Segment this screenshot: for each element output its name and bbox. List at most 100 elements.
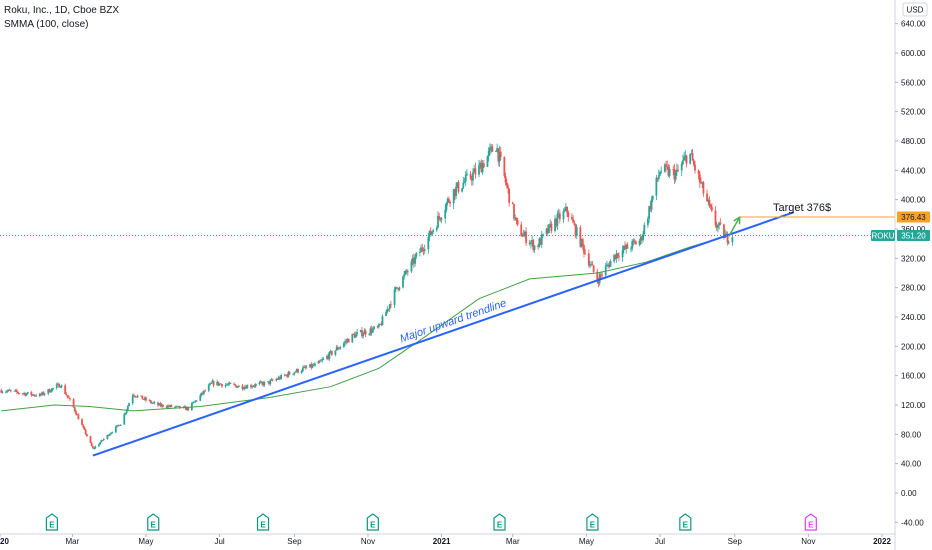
candle [228,381,231,386]
candle [136,394,139,399]
candle [573,220,576,226]
candle [491,143,494,152]
candle [58,383,61,388]
candle [516,217,519,227]
time-tick-label: May [138,537,153,546]
candle [698,171,701,189]
symbol-title[interactable]: Roku, Inc., 1D, Cboe BZX [4,5,120,16]
candle [334,350,337,357]
candle [287,370,290,378]
candle [457,179,460,194]
candle [305,365,308,369]
candle [707,197,710,206]
candle [330,350,333,357]
candle [5,390,7,394]
candle [708,196,711,208]
candle [655,174,658,200]
earnings-icon[interactable]: E [493,513,506,531]
candle [571,213,573,220]
time-axis[interactable]: 2020 Mar May Jul Sep Nov 2021 Mar May Jul Sep Nov 20… [0,534,891,546]
earnings-icon[interactable]: E [586,513,599,531]
candle [85,433,88,437]
candle [566,206,568,217]
earnings-label: E [370,521,376,530]
candle [583,244,585,258]
candle [575,224,578,240]
candle [631,239,634,252]
candle [94,445,97,450]
candle [667,164,670,178]
candle [135,396,138,398]
candle [522,229,525,237]
candle [266,381,269,383]
candle [338,347,340,350]
candle [114,425,117,434]
candle [609,259,612,267]
candle [486,155,489,168]
candle [659,170,661,177]
candle [211,378,214,384]
candle [252,385,255,388]
earnings-icon[interactable]: E [366,513,379,531]
indicator-title[interactable]: SMMA (100, close) [4,19,89,30]
candle [219,383,222,385]
candle [31,394,34,396]
earnings-icon[interactable]: E [804,513,817,531]
candle [238,385,240,387]
candle [558,209,561,224]
candle [83,426,86,431]
earnings-icon[interactable]: E [679,513,692,531]
candle [580,238,583,248]
target-price-text: 376.43 [901,213,926,222]
candle [581,237,584,250]
upward-trendline[interactable] [92,211,795,457]
candle [288,371,291,375]
candle [199,393,202,402]
earnings-icon[interactable]: E [256,513,270,531]
earnings-icon[interactable]: E [147,513,160,531]
candle [82,424,85,429]
target-arrow[interactable] [728,215,741,237]
candle [69,397,71,401]
price-tick-label: 560.00 [901,78,926,87]
candle [520,221,523,237]
candle [650,196,653,213]
candle [564,202,567,212]
candle [537,243,540,251]
candle [253,384,256,388]
candle [672,165,675,176]
candle [116,425,118,428]
candle [439,217,442,222]
candle [487,147,490,162]
time-tick-label: 2020 [0,537,9,546]
candle [14,388,17,392]
candle [235,385,238,388]
candle [13,390,16,392]
candle [638,239,641,247]
candle [25,392,28,396]
candle [376,325,379,329]
candle [545,227,548,237]
candle [616,253,619,259]
candle [192,401,194,405]
candle [317,360,320,364]
candle [692,158,695,167]
earnings-label: E [151,521,157,530]
earnings-icon[interactable]: E [45,513,58,531]
candle [175,405,178,408]
price-axis[interactable]: 640.00 600.00 560.00 520.00 480.00 440.00 400.… [895,20,926,528]
candle [466,169,468,176]
currency-label[interactable]: USD [902,2,928,17]
candle [183,405,186,408]
candle [632,238,635,246]
price-tick-label: 80.00 [901,430,922,439]
candle [347,338,350,343]
candle [449,200,451,208]
candle [496,143,499,153]
candle [275,377,278,382]
candle [504,172,507,186]
time-tick-label: Sep [287,537,302,546]
